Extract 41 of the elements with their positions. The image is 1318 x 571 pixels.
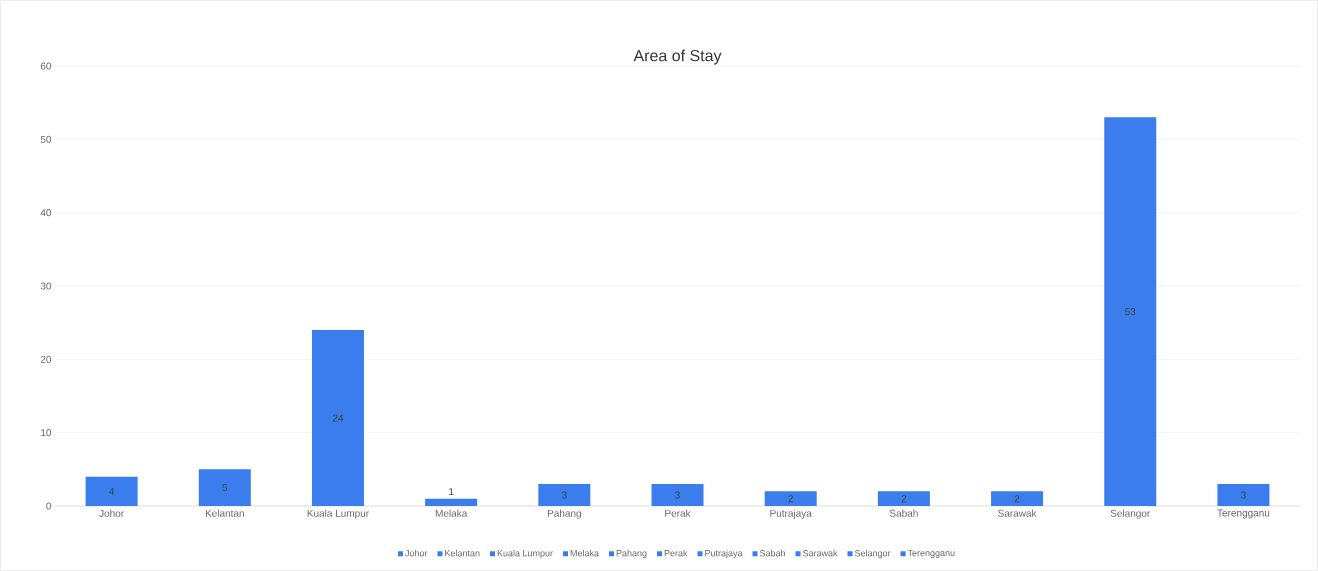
legend-label: Selangor bbox=[854, 549, 891, 559]
y-tick-label: 60 bbox=[40, 62, 52, 70]
data-label: 5 bbox=[222, 484, 228, 492]
data-label: 3 bbox=[675, 491, 680, 499]
legend-label: Kelantan bbox=[445, 549, 480, 557]
y-tick-label: 40 bbox=[40, 209, 52, 217]
legend-label: Johor bbox=[405, 549, 428, 557]
data-label: 2 bbox=[901, 495, 907, 503]
x-tick-label: Pahang bbox=[547, 509, 581, 519]
y-tick-label: 0 bbox=[46, 502, 52, 510]
x-tick-label: Johor bbox=[99, 509, 124, 517]
y-tick-label: 20 bbox=[40, 355, 52, 363]
data-label: 1 bbox=[449, 488, 454, 496]
x-tick-label: Melaka bbox=[435, 509, 468, 517]
x-tick-label: Kuala Lumpur bbox=[307, 509, 369, 519]
legend-label: Sarawak bbox=[802, 549, 838, 557]
x-tick-label: Kelantan bbox=[205, 509, 244, 517]
x-tick-label: Sarawak bbox=[998, 509, 1037, 517]
data-label: 2 bbox=[1014, 495, 1020, 503]
chart-title: Area of Stay bbox=[633, 49, 722, 65]
x-tick-label: Selangor bbox=[1110, 509, 1151, 519]
legend-label: Melaka bbox=[570, 549, 599, 557]
y-tick-label: 50 bbox=[40, 135, 52, 143]
data-label: 53 bbox=[1125, 308, 1136, 316]
x-tick-label: Sabah bbox=[889, 509, 918, 517]
legend-label: Putrajaya bbox=[705, 549, 743, 559]
x-tick-label: Putrajaya bbox=[770, 509, 812, 519]
legend-label: Perak bbox=[664, 549, 688, 557]
legend-label: Pahang bbox=[616, 549, 647, 559]
y-tick-label: 10 bbox=[41, 429, 52, 437]
legend-label: Terengganu bbox=[907, 549, 955, 558]
data-label: 3 bbox=[1241, 491, 1246, 499]
x-tick-label: Terengganu bbox=[1217, 509, 1270, 519]
legend-label: Kuala Lumpur bbox=[497, 549, 553, 559]
x-tick-label: Perak bbox=[665, 509, 691, 517]
y-tick-label: 30 bbox=[40, 282, 52, 290]
legend-label: Sabah bbox=[759, 549, 785, 557]
data-label: 4 bbox=[109, 487, 115, 495]
data-label: 2 bbox=[788, 495, 793, 503]
data-label: 24 bbox=[332, 414, 344, 422]
data-label: 3 bbox=[561, 491, 567, 499]
